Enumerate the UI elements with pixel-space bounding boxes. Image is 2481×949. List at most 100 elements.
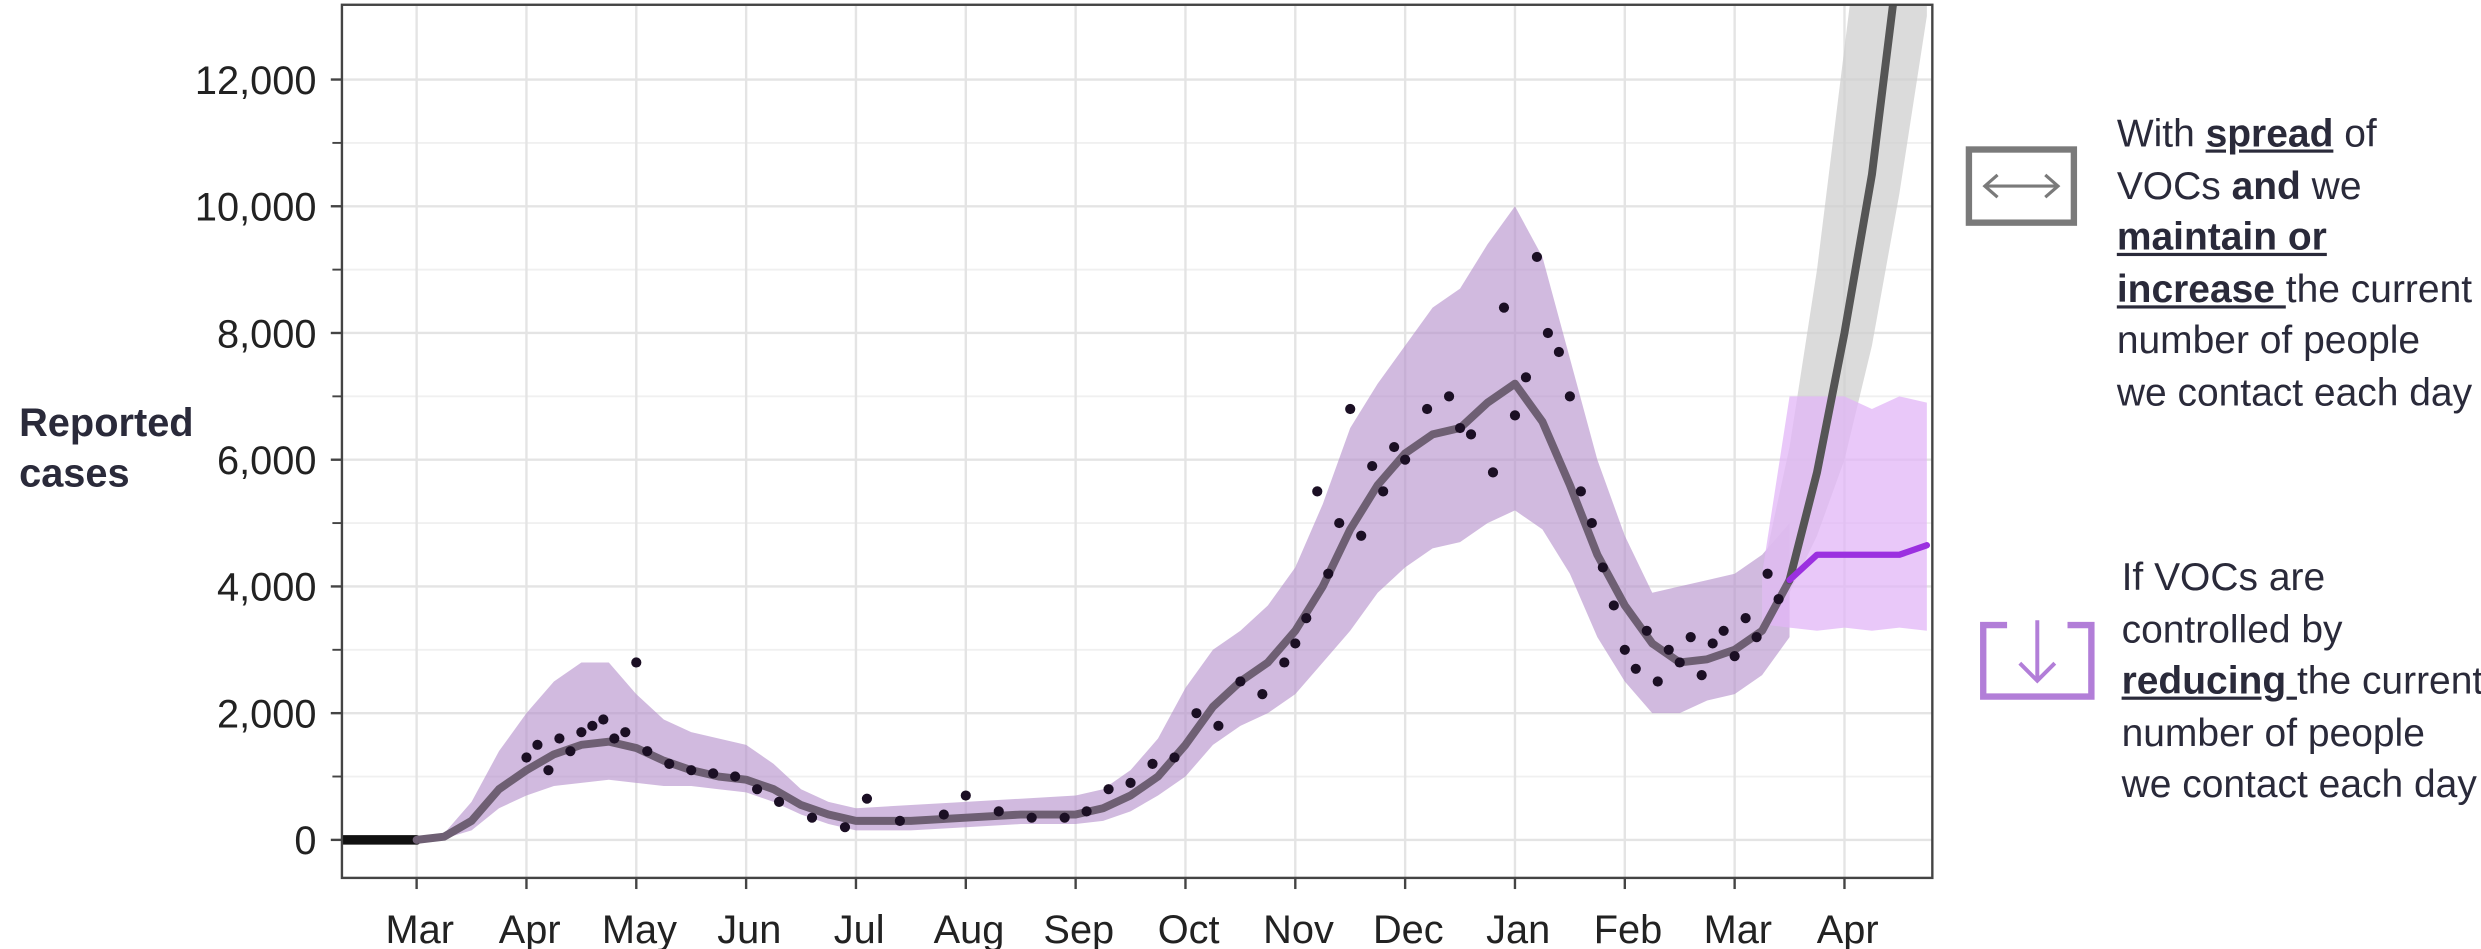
annotation-text: spread (2205, 112, 2334, 156)
y-tick-label: 0 (294, 819, 316, 863)
data-point (1059, 812, 1070, 823)
data-point (1707, 638, 1718, 649)
y-tick-label: 8,000 (217, 312, 316, 356)
data-point (1520, 372, 1532, 383)
data-point (1367, 460, 1378, 472)
line (1785, 4, 1897, 585)
data-point (1400, 454, 1411, 465)
data-point (1169, 752, 1180, 763)
data-point (1125, 777, 1136, 788)
data-point (521, 752, 532, 763)
x-tick-label: Oct (1158, 908, 1220, 949)
annotation-text: maintain or increase (2116, 216, 2327, 311)
annotation-text: If VOCs are controlled by (2121, 556, 2343, 652)
data-point (773, 796, 785, 807)
data-point (1762, 568, 1773, 579)
data-point (1674, 657, 1685, 668)
data-point (1389, 441, 1400, 453)
data-point (1422, 403, 1433, 415)
data-point (1542, 327, 1554, 339)
data-point (1465, 429, 1477, 440)
data-point (1290, 638, 1301, 649)
x-tick-label: Dec (1373, 908, 1444, 949)
annotation-text: of VOCs (2116, 112, 2377, 208)
data-point (894, 815, 905, 826)
x-tick-label: Jan (1486, 908, 1550, 949)
data-point (1378, 486, 1389, 497)
data-point (664, 758, 675, 769)
x-tick-label: Sep (1043, 908, 1114, 949)
data-point (543, 765, 554, 776)
data-point (1213, 720, 1224, 731)
data-point (642, 746, 653, 757)
x-tick-label: Mar (1704, 908, 1772, 949)
annotation-text: the current number of people we contact … (2121, 660, 2481, 807)
annotation-text: we (2300, 164, 2362, 208)
data-point (1454, 422, 1466, 434)
data-point (1443, 391, 1455, 402)
line (1786, 542, 1931, 584)
data-point (839, 822, 851, 833)
data-point (686, 765, 697, 776)
data-point (1235, 676, 1246, 687)
y-axis-label: Reported cases (19, 400, 194, 497)
data-point (587, 720, 598, 731)
data-point (1696, 670, 1707, 681)
x-tick-label: Jun (717, 908, 781, 949)
plot-border (340, 3, 1934, 880)
data-point (1345, 403, 1356, 415)
data-point (554, 733, 565, 744)
annotation: With spread of VOCs and we maintain or i… (2117, 110, 2480, 420)
data-point (1641, 625, 1652, 636)
data-point (1257, 689, 1268, 700)
data-point (1729, 651, 1740, 662)
annotation-text: the current number of people we contact … (2116, 267, 2473, 415)
data-point (1531, 251, 1543, 263)
data-point (1652, 676, 1663, 687)
data-point (1773, 594, 1784, 605)
data-point (598, 714, 609, 725)
y-tick-label: 10,000 (195, 186, 317, 230)
data-point (532, 739, 543, 750)
data-point (1740, 613, 1751, 624)
icon-maintain (1965, 146, 2078, 226)
data-point (1312, 486, 1323, 497)
data-point (1619, 644, 1630, 655)
data-point (1279, 657, 1290, 668)
x-tick-label: Apr (499, 908, 561, 949)
data-point (1334, 517, 1345, 529)
data-point (1685, 632, 1696, 643)
x-tick-label: Apr (1817, 908, 1879, 949)
y-tick-label: 2,000 (217, 692, 316, 736)
annotation-text: With (2116, 112, 2206, 156)
data-point (1586, 517, 1597, 529)
data-point (960, 790, 971, 801)
icon-reduce (1980, 620, 2095, 700)
x-tick-label: Jul (834, 908, 885, 949)
data-point (620, 727, 631, 738)
x-tick-label: May (602, 908, 677, 949)
data-point (576, 727, 587, 738)
x-tick-label: Mar (386, 908, 454, 949)
data-point (1630, 663, 1641, 674)
data-point (1103, 784, 1114, 795)
uncertainty-band (1762, 396, 1927, 631)
line (412, 379, 1794, 844)
data-point (1597, 562, 1608, 573)
data-point (993, 806, 1004, 817)
data-point (806, 812, 818, 823)
data-point (861, 793, 873, 804)
data-point (1663, 644, 1674, 655)
data-point (1081, 806, 1092, 817)
data-point (1608, 600, 1619, 611)
data-point (1553, 346, 1564, 358)
data-point (1026, 812, 1037, 823)
data-point (938, 809, 949, 820)
y-tick-label: 12,000 (195, 59, 317, 103)
y-tick-label: 6,000 (217, 439, 316, 483)
y-tick-label: 4,000 (217, 566, 316, 610)
data-point (1751, 632, 1762, 643)
x-tick-label: Nov (1263, 908, 1334, 949)
x-tick-label: Aug (934, 908, 1005, 949)
